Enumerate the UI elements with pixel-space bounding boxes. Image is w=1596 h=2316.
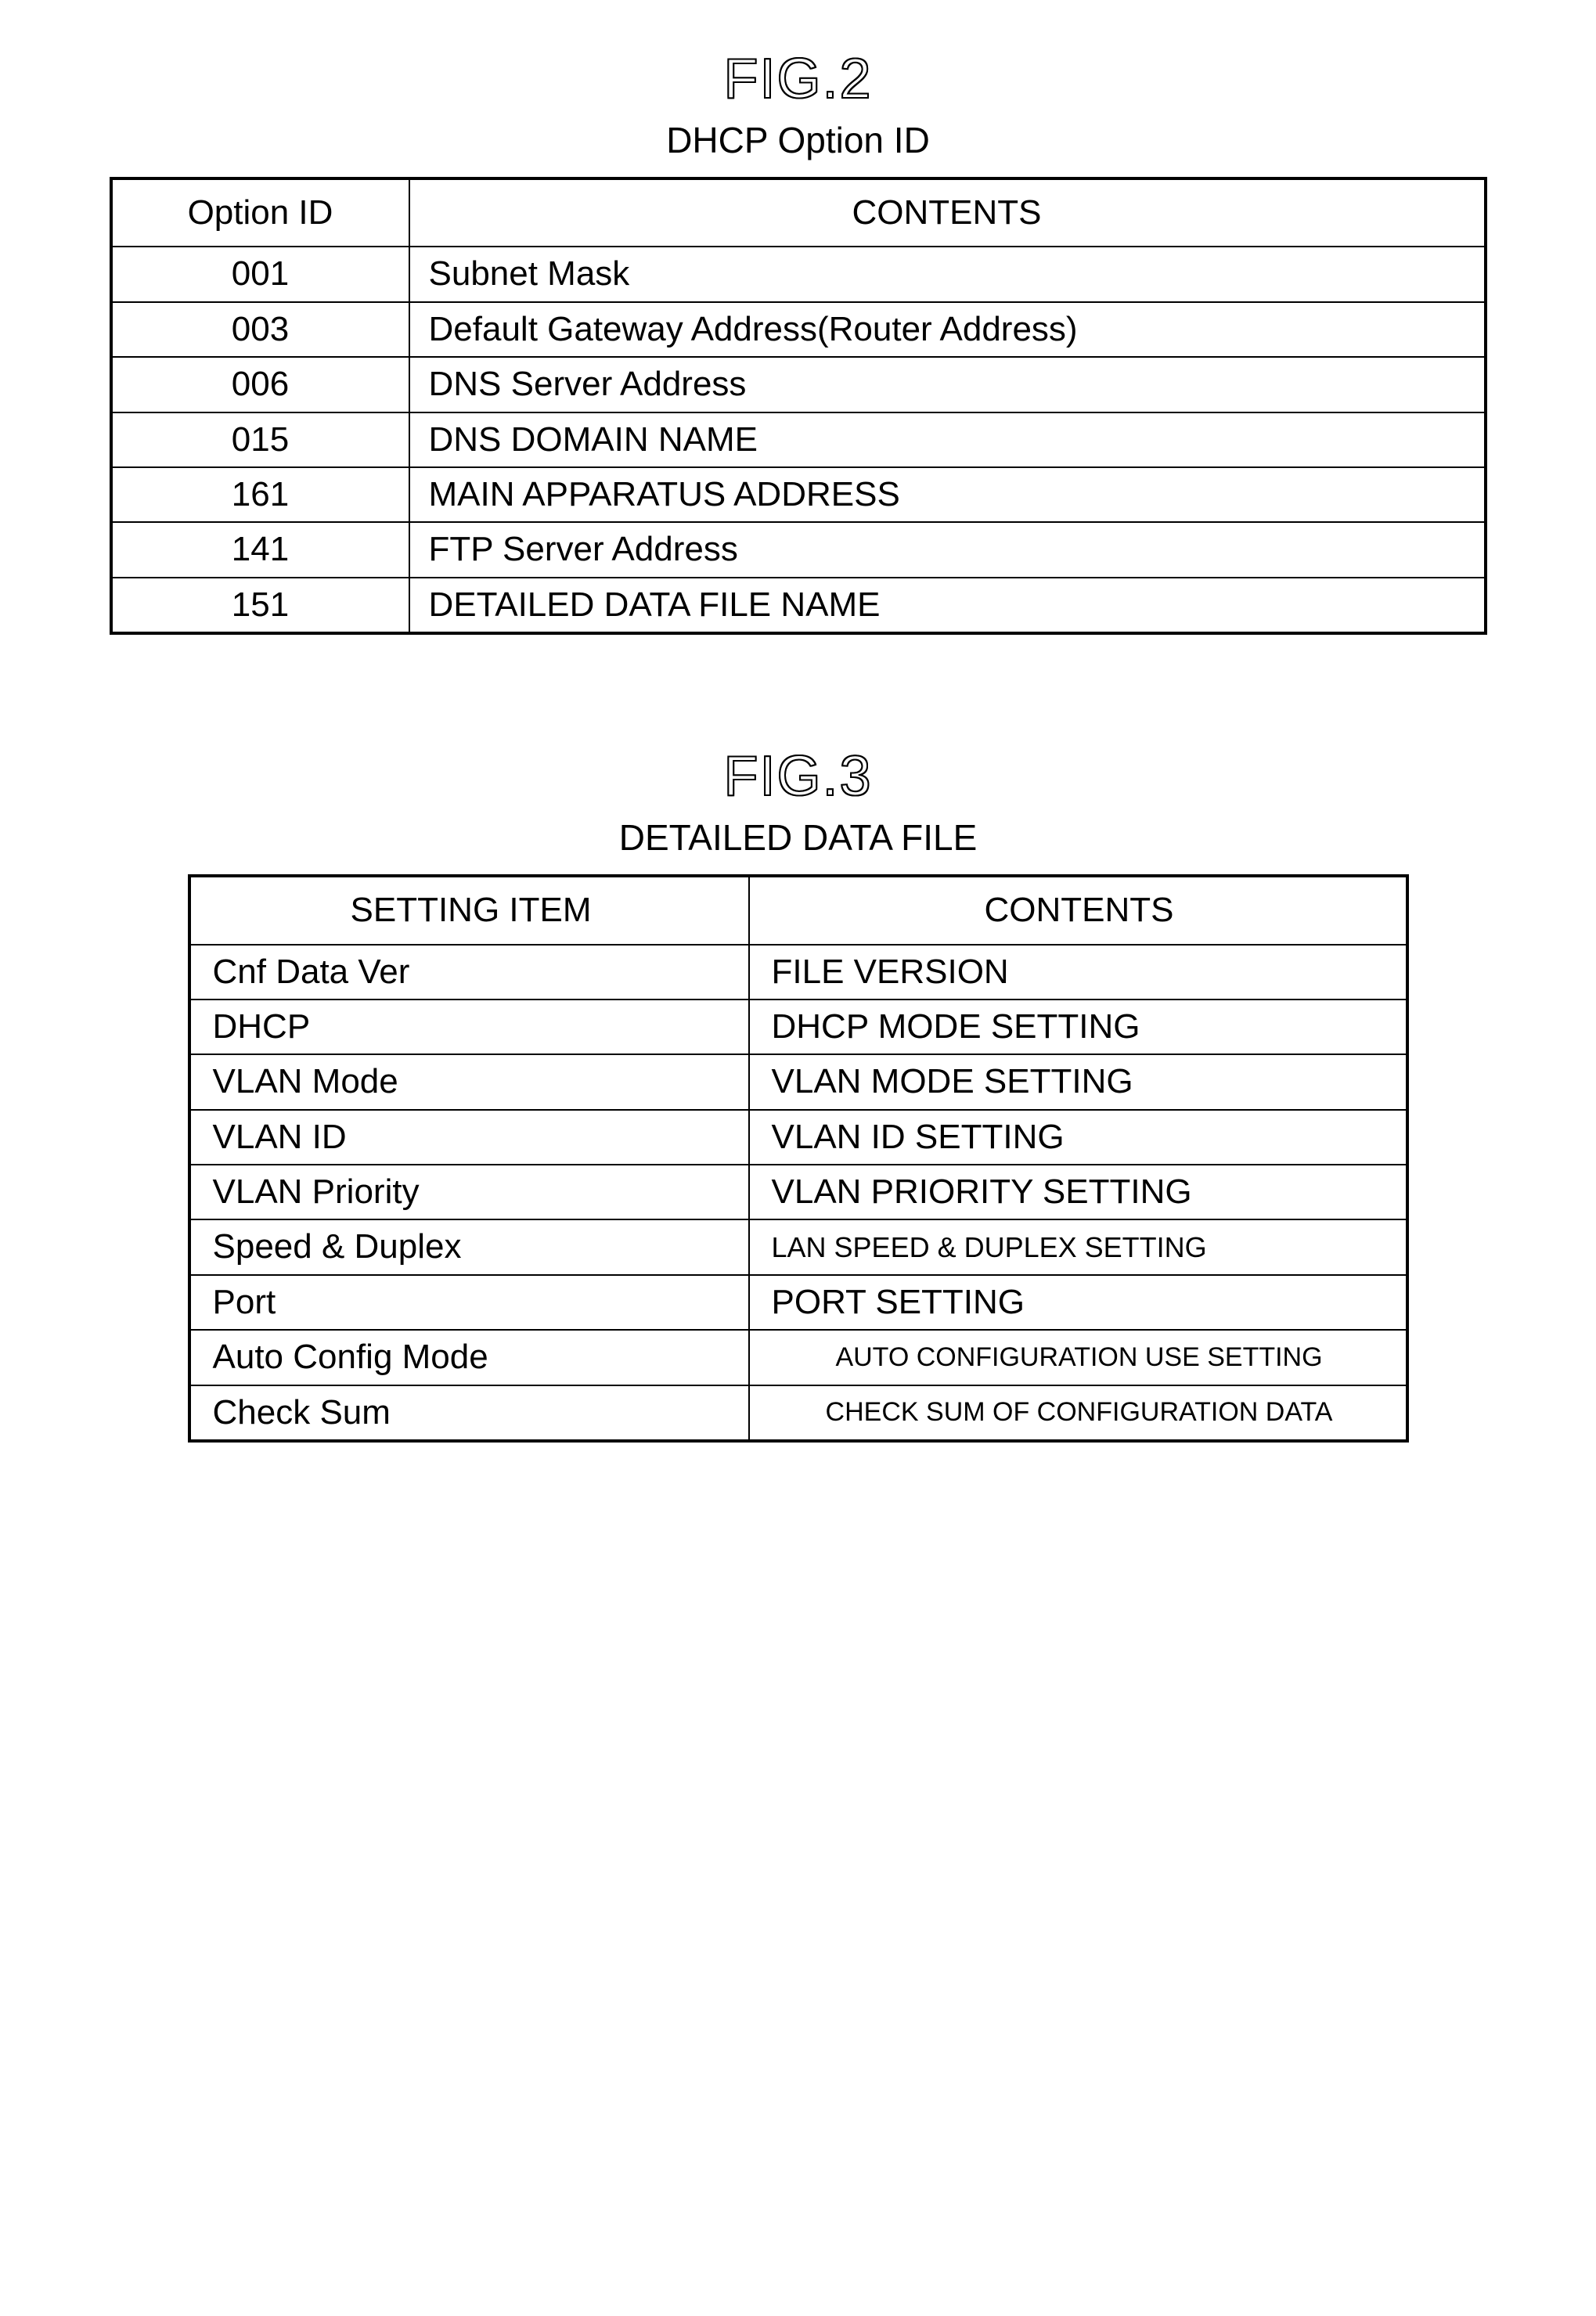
- cell-contents: FILE VERSION: [749, 945, 1407, 1000]
- cell-option-id: 015: [111, 412, 409, 467]
- table-row: 161 MAIN APPARATUS ADDRESS: [111, 467, 1486, 522]
- column-header-setting-item: SETTING ITEM: [189, 876, 749, 944]
- cell-setting-item: VLAN Mode: [189, 1054, 749, 1109]
- cell-contents: PORT SETTING: [749, 1275, 1407, 1330]
- table-row: Cnf Data Ver FILE VERSION: [189, 945, 1407, 1000]
- cell-contents: VLAN MODE SETTING: [749, 1054, 1407, 1109]
- table-row: 151 DETAILED DATA FILE NAME: [111, 578, 1486, 633]
- table-row: VLAN Priority VLAN PRIORITY SETTING: [189, 1165, 1407, 1219]
- cell-contents: DHCP MODE SETTING: [749, 1000, 1407, 1054]
- cell-option-id: 161: [111, 467, 409, 522]
- table-row: Check Sum CHECK SUM OF CONFIGURATION DAT…: [189, 1385, 1407, 1441]
- table-row: VLAN Mode VLAN MODE SETTING: [189, 1054, 1407, 1109]
- cell-setting-item: VLAN Priority: [189, 1165, 749, 1219]
- cell-contents: FTP Server Address: [409, 522, 1486, 577]
- cell-option-id: 141: [111, 522, 409, 577]
- cell-contents: Subnet Mask: [409, 247, 1486, 301]
- cell-contents: LAN SPEED & DUPLEX SETTING: [749, 1219, 1407, 1274]
- figure-2-title: DHCP Option ID: [63, 119, 1533, 161]
- dhcp-option-table: Option ID CONTENTS 001 Subnet Mask 003 D…: [110, 177, 1487, 635]
- table-row: Port PORT SETTING: [189, 1275, 1407, 1330]
- table-row: DHCP DHCP MODE SETTING: [189, 1000, 1407, 1054]
- table-header-row: SETTING ITEM CONTENTS: [189, 876, 1407, 944]
- table-row: 141 FTP Server Address: [111, 522, 1486, 577]
- figure-3-label: FIG.3: [63, 744, 1533, 809]
- cell-contents: Default Gateway Address(Router Address): [409, 302, 1486, 357]
- column-header-contents: CONTENTS: [409, 178, 1486, 247]
- detailed-data-file-table: SETTING ITEM CONTENTS Cnf Data Ver FILE …: [188, 874, 1409, 1443]
- table-row: 003 Default Gateway Address(Router Addre…: [111, 302, 1486, 357]
- column-header-contents: CONTENTS: [749, 876, 1407, 944]
- figure-2: FIG.2 DHCP Option ID Option ID CONTENTS …: [63, 47, 1533, 635]
- cell-contents: VLAN ID SETTING: [749, 1110, 1407, 1165]
- cell-setting-item: Check Sum: [189, 1385, 749, 1441]
- cell-contents: CHECK SUM OF CONFIGURATION DATA: [749, 1385, 1407, 1441]
- table-header-row: Option ID CONTENTS: [111, 178, 1486, 247]
- cell-option-id: 151: [111, 578, 409, 633]
- cell-option-id: 006: [111, 357, 409, 412]
- cell-setting-item: DHCP: [189, 1000, 749, 1054]
- table-row: 015 DNS DOMAIN NAME: [111, 412, 1486, 467]
- figure-3-title: DETAILED DATA FILE: [63, 816, 1533, 859]
- cell-contents: DNS DOMAIN NAME: [409, 412, 1486, 467]
- cell-setting-item: Port: [189, 1275, 749, 1330]
- figure-3: FIG.3 DETAILED DATA FILE SETTING ITEM CO…: [63, 744, 1533, 1443]
- cell-setting-item: Auto Config Mode: [189, 1330, 749, 1385]
- table-row: Auto Config Mode AUTO CONFIGURATION USE …: [189, 1330, 1407, 1385]
- cell-contents: DETAILED DATA FILE NAME: [409, 578, 1486, 633]
- cell-contents: AUTO CONFIGURATION USE SETTING: [749, 1330, 1407, 1385]
- cell-setting-item: Speed & Duplex: [189, 1219, 749, 1274]
- cell-contents: MAIN APPARATUS ADDRESS: [409, 467, 1486, 522]
- cell-option-id: 001: [111, 247, 409, 301]
- cell-option-id: 003: [111, 302, 409, 357]
- cell-contents: DNS Server Address: [409, 357, 1486, 412]
- table-row: Speed & Duplex LAN SPEED & DUPLEX SETTIN…: [189, 1219, 1407, 1274]
- table-row: 001 Subnet Mask: [111, 247, 1486, 301]
- figure-2-label: FIG.2: [63, 47, 1533, 111]
- table-row: VLAN ID VLAN ID SETTING: [189, 1110, 1407, 1165]
- table-row: 006 DNS Server Address: [111, 357, 1486, 412]
- cell-setting-item: Cnf Data Ver: [189, 945, 749, 1000]
- column-header-option-id: Option ID: [111, 178, 409, 247]
- cell-contents: VLAN PRIORITY SETTING: [749, 1165, 1407, 1219]
- cell-setting-item: VLAN ID: [189, 1110, 749, 1165]
